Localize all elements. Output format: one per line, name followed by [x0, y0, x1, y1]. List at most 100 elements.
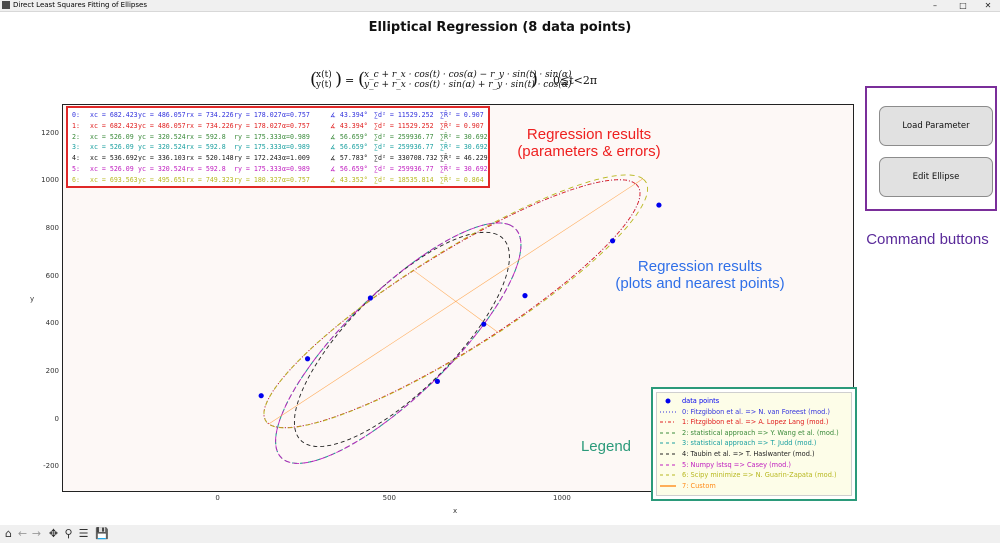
- y-tick-label: 0: [54, 414, 59, 423]
- legend-label: 3: statistical approach => T. Judd (mod.…: [682, 439, 817, 448]
- result-alpha: α=0.757: [282, 121, 310, 130]
- ellipse-1: [263, 179, 641, 429]
- result-alpha: α=1.009: [282, 154, 310, 163]
- result-xc: xc = 526.09: [90, 165, 134, 173]
- result-yc: yc = 320.524: [138, 132, 186, 141]
- data-point: [367, 295, 374, 301]
- result-d2: ∑d² = 330708.732: [374, 154, 438, 163]
- forward-icon[interactable]: →: [31, 527, 42, 540]
- minimize-icon[interactable]: –: [933, 1, 937, 10]
- configure-icon[interactable]: ☰: [78, 527, 89, 540]
- result-yc: yc = 486.057: [138, 111, 186, 119]
- result-d2: ∑d² = 11529.252: [374, 121, 434, 130]
- result-ry: ry = 172.243: [234, 154, 282, 163]
- result-idx: 5:: [72, 165, 80, 173]
- y-axis-label: y: [30, 295, 35, 303]
- annotation-regression-params: Regression results (parameters & errors): [517, 126, 661, 160]
- legend-sample: [660, 464, 676, 466]
- result-d2: ∑d² = 259936.77: [374, 132, 434, 141]
- result-r2: ∑R̄² = 0.907: [440, 121, 484, 130]
- legend-sample: [660, 474, 676, 476]
- result-xc: xc = 693.563: [90, 175, 138, 184]
- save-icon[interactable]: 💾: [95, 527, 109, 540]
- formula-bracket-right: ): [335, 69, 343, 90]
- result-ry: ry = 175.333: [234, 132, 282, 141]
- result-yc: yc = 486.057: [138, 121, 186, 130]
- data-point: [304, 356, 311, 362]
- result-alpha: α=0.757: [282, 175, 310, 184]
- result-angle: ∡ 56.659°: [330, 165, 368, 173]
- result-r2: ∑R̄² = 30.692: [440, 132, 488, 141]
- y-tick-label: -200: [43, 462, 59, 471]
- result-ry: ry = 175.333: [234, 143, 282, 152]
- legend-label: 2: statistical approach => Y. Wang et al…: [682, 428, 839, 437]
- data-point: [434, 378, 440, 384]
- legend-sample: [660, 411, 676, 413]
- result-ry: ry = 178.027: [234, 121, 282, 130]
- result-rx: rx = 749.323: [186, 175, 234, 184]
- plot-canvas: [258, 174, 662, 464]
- back-icon[interactable]: ←: [17, 527, 28, 540]
- legend-sample: [665, 398, 671, 404]
- y-tick-label: 1200: [41, 128, 59, 137]
- command-panel: Load Parameter Edit Ellipse: [865, 86, 997, 211]
- result-ry: ry = 178.027: [234, 111, 282, 119]
- formula-rhs-bottom: y_c + r_x · cos(t) · sin(α) + r_y · sin(…: [364, 80, 572, 90]
- pan-icon[interactable]: ✥: [48, 527, 59, 540]
- result-rx: rx = 734.226: [186, 111, 234, 119]
- zoom-icon[interactable]: ⚲: [64, 527, 73, 540]
- legend-sample: [660, 432, 676, 434]
- legend-label: 4: Taubin et al. => T. Haslwanter (mod.): [682, 450, 815, 458]
- result-ry: ry = 175.333: [234, 165, 282, 173]
- result-angle: ∡ 43.352°: [330, 175, 368, 184]
- result-xc: xc = 682.423: [90, 111, 138, 119]
- regression-results-box: 0: xc = 682.423 yc = 486.057 rx = 734.226 ry…: [66, 106, 490, 188]
- result-rx: rx = 592.8: [186, 143, 226, 152]
- result-yc: yc = 320.524: [138, 143, 186, 152]
- result-d2: ∑d² = 259936.77: [374, 143, 434, 152]
- x-tick-label: 500: [382, 494, 396, 502]
- result-angle: ∡ 43.394°: [330, 111, 368, 119]
- result-d2: ∑d² = 259936.77: [374, 165, 434, 173]
- y-tick-label: 800: [45, 223, 59, 232]
- result-idx: 1:: [72, 121, 80, 130]
- result-xc: xc = 682.423: [90, 121, 138, 130]
- formula-bracket-left: (: [310, 69, 318, 90]
- legend-sample: [660, 442, 676, 444]
- result-r2: ∑R̄² = 30.692: [440, 165, 488, 173]
- window-titlebar: Direct Least Squares Fitting of Ellipses…: [0, 0, 1000, 12]
- close-icon[interactable]: ✕: [984, 1, 992, 10]
- app-icon: [2, 1, 10, 9]
- result-rx: rx = 592.8: [186, 132, 226, 141]
- formula-equals: =: [345, 74, 355, 87]
- legend-sample: [660, 453, 676, 455]
- figure-title: Elliptical Regression (8 data points): [368, 20, 632, 35]
- ellipse-5: [275, 222, 522, 464]
- result-r2: ∑R̄² = 30.692: [440, 143, 488, 152]
- data-point: [481, 321, 487, 327]
- x-axis-label: x: [453, 507, 458, 515]
- load-parameter-button[interactable]: Load Parameter: [879, 106, 993, 146]
- ellipse-3: [275, 222, 522, 464]
- result-yc: yc = 336.103: [138, 154, 186, 163]
- result-idx: 0:: [72, 111, 80, 119]
- result-r2: ∑R̄² = 0.907: [440, 111, 484, 119]
- result-angle: ∡ 57.783°: [330, 154, 368, 163]
- result-yc: yc = 320.524: [138, 165, 186, 173]
- result-yc: yc = 495.651: [138, 175, 186, 184]
- legend-label: 1: Fitzgibbon et al. => A. Lopez Lang (m…: [682, 418, 829, 427]
- y-tick-label: 600: [45, 271, 59, 280]
- result-angle: ∡ 43.394°: [330, 121, 368, 130]
- result-r2: ∑R̄² = 46.229: [440, 154, 488, 163]
- result-rx: rx = 592.8: [186, 165, 226, 173]
- annotation-regression-plots: Regression results (plots and nearest po…: [615, 258, 785, 292]
- edit-ellipse-button[interactable]: Edit Ellipse: [879, 157, 993, 197]
- annotation-command-buttons: Command buttons: [866, 231, 989, 248]
- home-icon[interactable]: ⌂: [5, 527, 12, 540]
- window-title: Direct Least Squares Fitting of Ellipses: [13, 1, 147, 9]
- legend-highlight: data points 0: Fitzgibbon et al. => N. va…: [651, 387, 857, 501]
- maximize-icon[interactable]: □: [959, 1, 967, 10]
- legend-sample: [660, 485, 676, 487]
- formula-range: 0≦t<2π: [553, 74, 598, 87]
- result-rx: rx = 520.148: [186, 154, 234, 163]
